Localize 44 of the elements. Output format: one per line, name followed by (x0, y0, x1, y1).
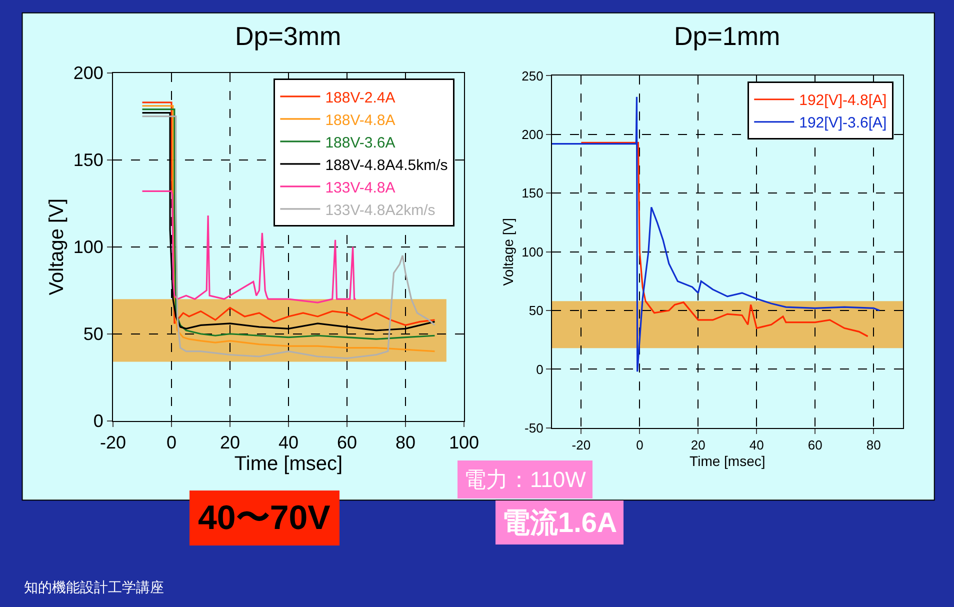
y-tick-label: 200 (522, 126, 544, 142)
y-tick-label: 0 (93, 411, 104, 432)
chart-title: Dp=3mm (235, 21, 342, 51)
legend-label: 192[V]-3.6[A] (799, 114, 887, 132)
y-tick-label: 150 (522, 186, 544, 201)
x-tick-label: 100 (448, 432, 479, 452)
legend-label: 188V-3.6A (325, 134, 396, 152)
y-tick-label: 150 (73, 150, 104, 170)
x-tick-label: 60 (808, 438, 822, 453)
y-tick-label: 0 (536, 362, 544, 377)
text: 知的機能設計工学講座 (24, 579, 164, 595)
x-tick-label: -20 (100, 432, 126, 452)
y-tick-label: 100 (522, 244, 544, 260)
y-tick-label: 50 (83, 324, 104, 344)
legend-label: 133V-4.8A2km/s (325, 202, 436, 219)
x-axis-title: Time [msec] (690, 452, 766, 469)
line-series (580, 142, 869, 338)
x-axis-title: Time [msec] (234, 453, 343, 475)
y-axis-title: Voltage [V] (500, 218, 516, 286)
legend-label: 188V-4.8A (325, 112, 396, 129)
x-tick-label: -20 (572, 438, 591, 453)
y-tick-label: 50 (528, 303, 544, 318)
y-tick-label: 100 (73, 237, 104, 258)
chart-title: Dp=1mm (674, 21, 780, 51)
x-tick-label: 40 (278, 432, 299, 452)
x-tick-label: 80 (395, 432, 416, 452)
text: 電力：110W (464, 467, 586, 492)
x-tick-label: 80 (866, 438, 881, 453)
text: 電流1.6A (502, 507, 618, 538)
y-tick-label: 200 (73, 63, 104, 84)
x-tick-label: 60 (336, 432, 357, 452)
text: 40〜70V (198, 499, 331, 537)
y-tick-label: -50 (524, 420, 544, 436)
legend-label: 133V-4.8A (325, 179, 396, 196)
y-axis-title: Voltage [V] (46, 198, 68, 296)
x-tick-label: 0 (636, 438, 644, 453)
legend-label: 192[V]-4.8[A] (799, 92, 887, 110)
x-tick-label: 40 (749, 438, 764, 453)
x-tick-label: 20 (690, 438, 706, 453)
legend-label: 188V-2.4A (325, 89, 396, 106)
legend-label: 188V-4.8A4.5km/s (325, 156, 448, 174)
x-tick-label: 0 (166, 432, 177, 452)
x-tick-label: 20 (220, 432, 240, 452)
y-tick-label: 250 (522, 68, 544, 84)
